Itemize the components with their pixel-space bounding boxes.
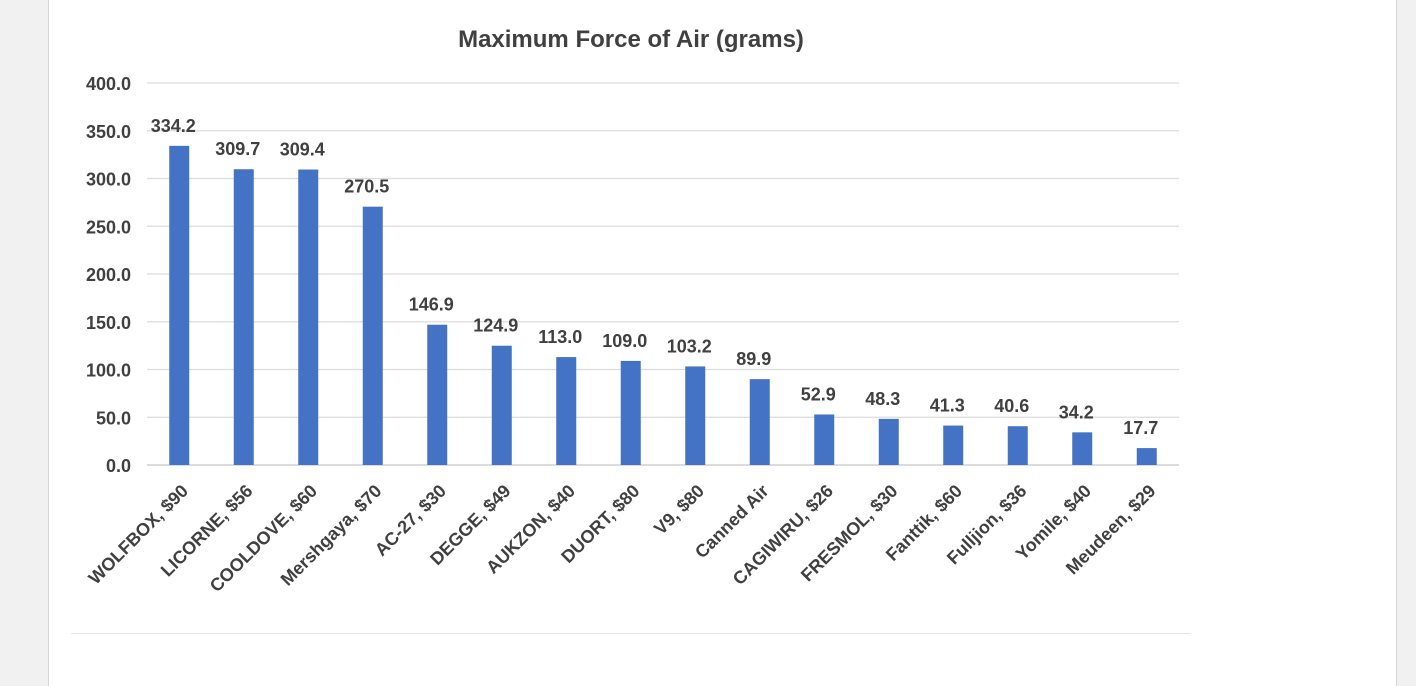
data-label: 89.9	[736, 349, 771, 369]
bar	[620, 360, 641, 465]
document-page: Maximum Force of Air (grams) 0.0 50.0 100.…	[48, 0, 1397, 686]
data-label: 48.3	[865, 389, 900, 409]
bar	[169, 145, 190, 466]
data-label: 146.9	[409, 295, 454, 315]
data-label: 52.9	[801, 384, 836, 404]
bar	[491, 345, 512, 465]
data-label: 109.0	[602, 331, 647, 351]
y-tick-label: 400.0	[86, 74, 131, 94]
data-label: 17.7	[1123, 418, 1158, 438]
bars	[169, 145, 1157, 466]
bar	[556, 357, 577, 465]
y-tick-label: 300.0	[86, 170, 131, 190]
y-tick-label: 100.0	[86, 361, 131, 381]
x-tick-label: COOLDOVE, $60	[206, 481, 321, 596]
bar	[233, 169, 254, 465]
data-label: 41.3	[930, 396, 965, 416]
y-axis-ticks: 0.0 50.0 100.0 150.0 200.0 250.0 300.0 350.0 400…	[86, 74, 131, 476]
data-label: 113.0	[538, 327, 582, 347]
x-tick-label: V9, $80	[650, 481, 708, 539]
bar	[298, 169, 319, 465]
y-tick-label: 0.0	[106, 456, 131, 476]
bar	[685, 366, 706, 465]
bar	[362, 206, 383, 466]
bar-chart: Maximum Force of Air (grams) 0.0 50.0 100.…	[85, 26, 1179, 596]
bar	[943, 425, 964, 465]
y-tick-label: 150.0	[86, 313, 131, 333]
bar	[427, 324, 448, 465]
bar	[878, 418, 899, 465]
data-label: 309.7	[215, 139, 260, 159]
bar	[1136, 448, 1157, 465]
y-tick-label: 350.0	[86, 122, 131, 142]
data-label: 270.5	[344, 177, 389, 197]
data-labels: 334.2 309.7 309.4 270.5 146.9 124.9 113.0 109.0…	[151, 116, 1159, 438]
y-tick-label: 50.0	[96, 408, 131, 428]
data-label: 34.2	[1059, 402, 1094, 422]
gridlines	[147, 82, 1179, 466]
chart-title: Maximum Force of Air (grams)	[458, 26, 804, 53]
bar	[749, 379, 770, 465]
bar	[814, 414, 835, 465]
bar	[1072, 432, 1093, 465]
y-tick-label: 200.0	[86, 265, 131, 285]
data-label: 103.2	[667, 336, 712, 356]
data-label: 40.6	[994, 396, 1029, 416]
bar	[1007, 426, 1028, 465]
data-label: 334.2	[151, 116, 196, 136]
data-label: 309.4	[280, 140, 325, 160]
chart-frame-border	[71, 633, 1191, 634]
data-label: 124.9	[473, 316, 518, 336]
y-tick-label: 250.0	[86, 217, 131, 237]
